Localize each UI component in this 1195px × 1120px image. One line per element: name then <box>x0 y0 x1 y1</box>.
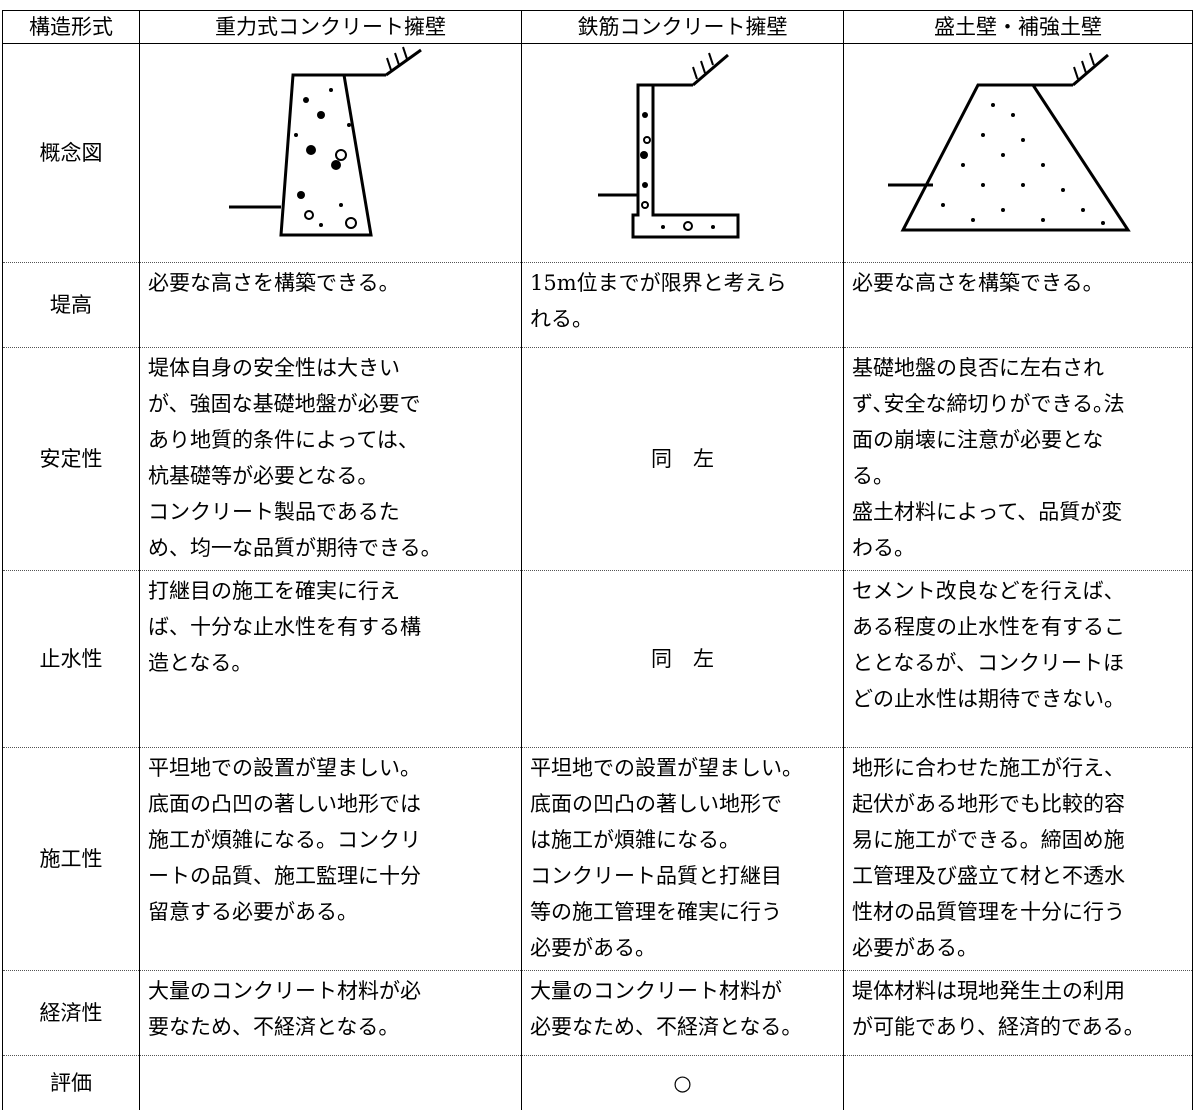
table-cell: ○ <box>521 1055 844 1110</box>
text-line: が、強固な基礎地盤が必要で <box>148 392 421 416</box>
text-line: 地形に合わせた施工が行え、 <box>852 756 1125 780</box>
text-line: 同 左 <box>651 647 714 671</box>
text-line: る。 <box>852 464 894 488</box>
text-line: 盛土材料によって、品質が変 <box>852 500 1123 524</box>
text-line: ば、十分な止水性を有する構 <box>148 615 421 639</box>
text-line: 必要なため、不経済となる。 <box>530 1015 803 1039</box>
text-line: 造となる。 <box>148 651 253 675</box>
text-line: 起伏がある地形でも比較的容 <box>852 792 1125 816</box>
text-line: コンクリート製品であるた <box>148 500 400 524</box>
text-line: 必要がある。 <box>852 936 978 960</box>
header-row: 構造形式 重力式コンクリート擁壁 鉄筋コンクリート擁壁 盛土壁・補強土壁 <box>2 10 1193 44</box>
row-label: 堤高 <box>2 262 140 348</box>
text-line: 易に施工ができる。締固め施 <box>852 828 1125 852</box>
text-line: 必要な高さを構築できる。 <box>148 271 400 295</box>
table-row: 安定性 堤体自身の安全性は大きい が、強固な基礎地盤が必要で あり地質的条件によっては… <box>2 347 1193 571</box>
text-line: 堤体材料は現地発生土の利用 <box>852 979 1125 1003</box>
header-cell: 盛土壁・補強土壁 <box>843 10 1193 44</box>
table-cell: 必要な高さを構築できる。 <box>139 262 522 348</box>
text-line: が可能であり、経済的である。 <box>852 1015 1145 1039</box>
table-cell: 大量のコンクリート材料が必要なため、不経済となる。 <box>521 970 844 1056</box>
text-line: ある程度の止水性を有するこ <box>852 615 1125 639</box>
table-cell: 堤体自身の安全性は大きい が、強固な基礎地盤が必要で あり地質的条件によっては、 杭基… <box>139 347 522 571</box>
text-line: 底面の凸凹の著しい地形では <box>148 792 421 816</box>
text-line: セメント改良などを行えば、 <box>852 579 1125 603</box>
rc-wall-diagram <box>597 52 739 239</box>
text-line: 施工が煩雑になる。コンクリ <box>148 828 421 852</box>
diagram-row: 概念図 <box>2 43 1193 263</box>
text-line: 打継目の施工を確実に行え <box>148 579 400 603</box>
table-row: 経済性 大量のコンクリート材料が必 要なため、不経済となる。 大量のコンクリート材料が… <box>2 970 1193 1056</box>
comparison-table: 構造形式 重力式コンクリート擁壁 鉄筋コンクリート擁壁 盛土壁・補強土壁 概念図 <box>2 10 1193 1110</box>
table-cell: 同 左 <box>521 347 844 571</box>
text-line: 底面の凹凸の著しい地形で <box>530 792 782 816</box>
table-cell: 打継目の施工を確実に行え ば、十分な止水性を有する構 造となる。 <box>139 570 522 748</box>
text-line: わる。 <box>852 536 915 560</box>
diagram-cell <box>139 43 522 263</box>
table-cell <box>843 1055 1193 1110</box>
header-cell: 重力式コンクリート擁壁 <box>139 10 522 44</box>
text-line: 留意する必要がある。 <box>148 900 358 924</box>
table-cell: 同 左 <box>521 570 844 748</box>
text-line: 同 左 <box>651 447 714 471</box>
diagram-cell <box>521 43 844 263</box>
table-cell: 基礎地盤の良否に左右され ず､安全な締切りができる｡法 面の崩壊に注意が必要とな る。… <box>843 347 1193 571</box>
text-line: れる。 <box>530 307 593 331</box>
text-line: 15m位までが限界と考えら <box>530 271 787 295</box>
row-label: 施工性 <box>2 747 140 971</box>
text-line: どの止水性は期待できない。 <box>852 687 1125 711</box>
table-row: 施工性 平坦地での設置が望ましい。 底面の凸凹の著しい地形では 施工が煩雑になる。コン… <box>2 747 1193 971</box>
row-label: 止水性 <box>2 570 140 748</box>
table-cell: 平坦地での設置が望ましい。 底面の凸凹の著しい地形では 施工が煩雑になる。コンクリー… <box>139 747 522 971</box>
text-line: 堤体自身の安全性は大きい <box>148 356 400 380</box>
row-label: 経済性 <box>2 970 140 1056</box>
table-cell <box>139 1055 522 1110</box>
table-cell: 15m位までが限界と考えら れる。 <box>521 262 844 348</box>
table-cell: 堤体材料は現地発生土の利用 が可能であり、経済的である。 <box>843 970 1193 1056</box>
text-line: あり地質的条件によっては、 <box>148 428 419 452</box>
table-row: 堤高 必要な高さを構築できる。 15m位までが限界と考えら れる。 必要な高さを構築でき… <box>2 262 1193 348</box>
gravity-wall-diagram <box>228 46 422 237</box>
row-label: 概念図 <box>2 43 140 263</box>
text-line: 要なため、不経済となる。 <box>148 1015 400 1039</box>
table-cell: 地形に合わせた施工が行え、 起伏がある地形でも比較的容 易に施工ができる。締固め施工… <box>843 747 1193 971</box>
text-line: 必要な高さを構築できる。 <box>852 271 1104 295</box>
text-line: 必要がある。 <box>530 936 656 960</box>
text-line: め、均一な品質が期待できる。 <box>148 536 442 560</box>
text-line: 平坦地での設置が望ましい。 <box>148 756 421 780</box>
text-line: 性材の品質管理を十分に行う <box>852 900 1125 924</box>
text-line: 等の施工管理を確実に行う <box>530 900 782 924</box>
text-line: 工管理及び盛立て材と不透水 <box>852 864 1125 888</box>
table-cell: 必要な高さを構築できる。 <box>843 262 1193 348</box>
table-row: 評価 ○ <box>2 1055 1193 1110</box>
header-cell: 構造形式 <box>2 10 140 44</box>
text-line: 平坦地での設置が望ましい。 <box>530 756 803 780</box>
text-line: 大量のコンクリート材料が <box>530 979 782 1003</box>
text-line: ○ <box>673 1071 692 1095</box>
table-cell: 平坦地での設置が望ましい。 底面の凹凸の著しい地形で は施工が煩雑になる。コンクリー… <box>521 747 844 971</box>
text-line: は施工が煩雑になる。 <box>530 828 740 852</box>
text-line: 基礎地盤の良否に左右され <box>852 356 1104 380</box>
text-line: ず､安全な締切りができる｡法 <box>852 392 1125 416</box>
text-line: 面の崩壊に注意が必要とな <box>852 428 1104 452</box>
text-line: 大量のコンクリート材料が必 <box>148 979 421 1003</box>
text-line: ートの品質、施工監理に十分 <box>148 864 421 888</box>
text-line: コンクリート品質と打継目 <box>530 864 782 888</box>
table-row: 止水性 打継目の施工を確実に行え ば、十分な止水性を有する構 造となる。 同 左 セメント… <box>2 570 1193 748</box>
row-label: 安定性 <box>2 347 140 571</box>
embankment-diagram <box>888 52 1131 232</box>
text-line: 杭基礎等が必要となる。 <box>148 464 379 488</box>
header-cell: 鉄筋コンクリート擁壁 <box>521 10 844 44</box>
diagram-cell <box>843 43 1193 263</box>
table-cell: セメント改良などを行えば、 ある程度の止水性を有するこ ととなるが、コンクリートほど… <box>843 570 1193 748</box>
text-line: ととなるが、コンクリートほ <box>852 651 1124 675</box>
row-label: 評価 <box>2 1055 140 1110</box>
table-cell: 大量のコンクリート材料が必要なため、不経済となる。 <box>139 970 522 1056</box>
